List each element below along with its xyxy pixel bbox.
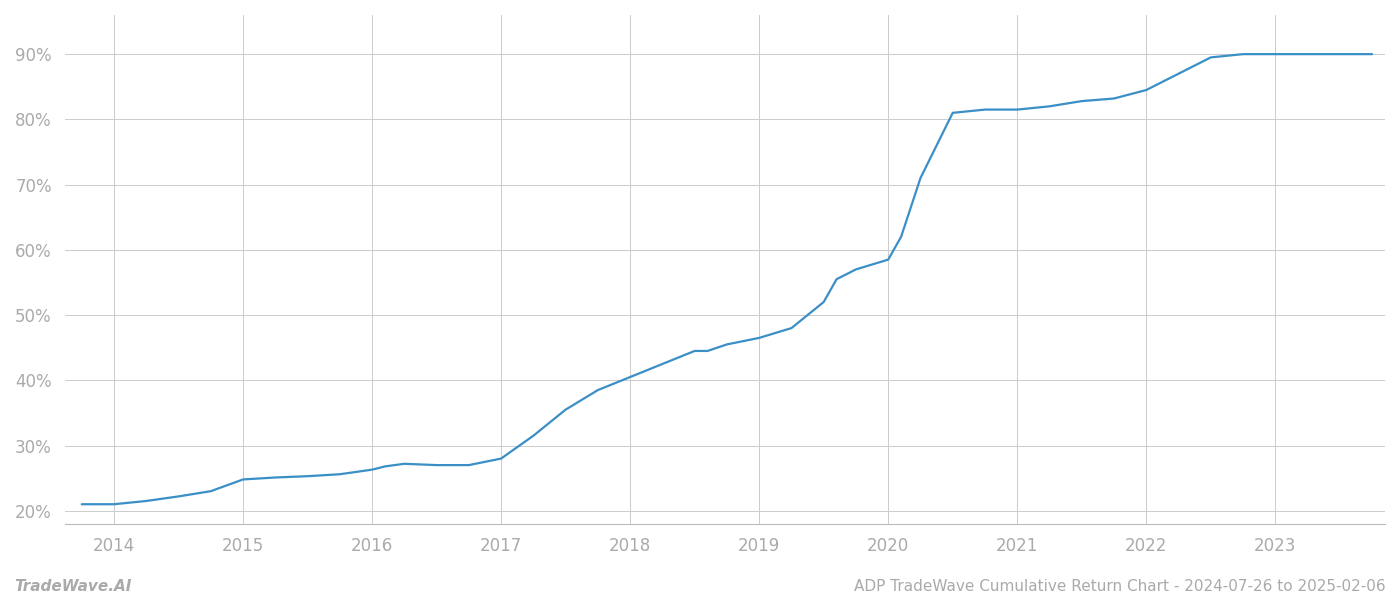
Text: ADP TradeWave Cumulative Return Chart - 2024-07-26 to 2025-02-06: ADP TradeWave Cumulative Return Chart - …	[854, 579, 1386, 594]
Text: TradeWave.AI: TradeWave.AI	[14, 579, 132, 594]
